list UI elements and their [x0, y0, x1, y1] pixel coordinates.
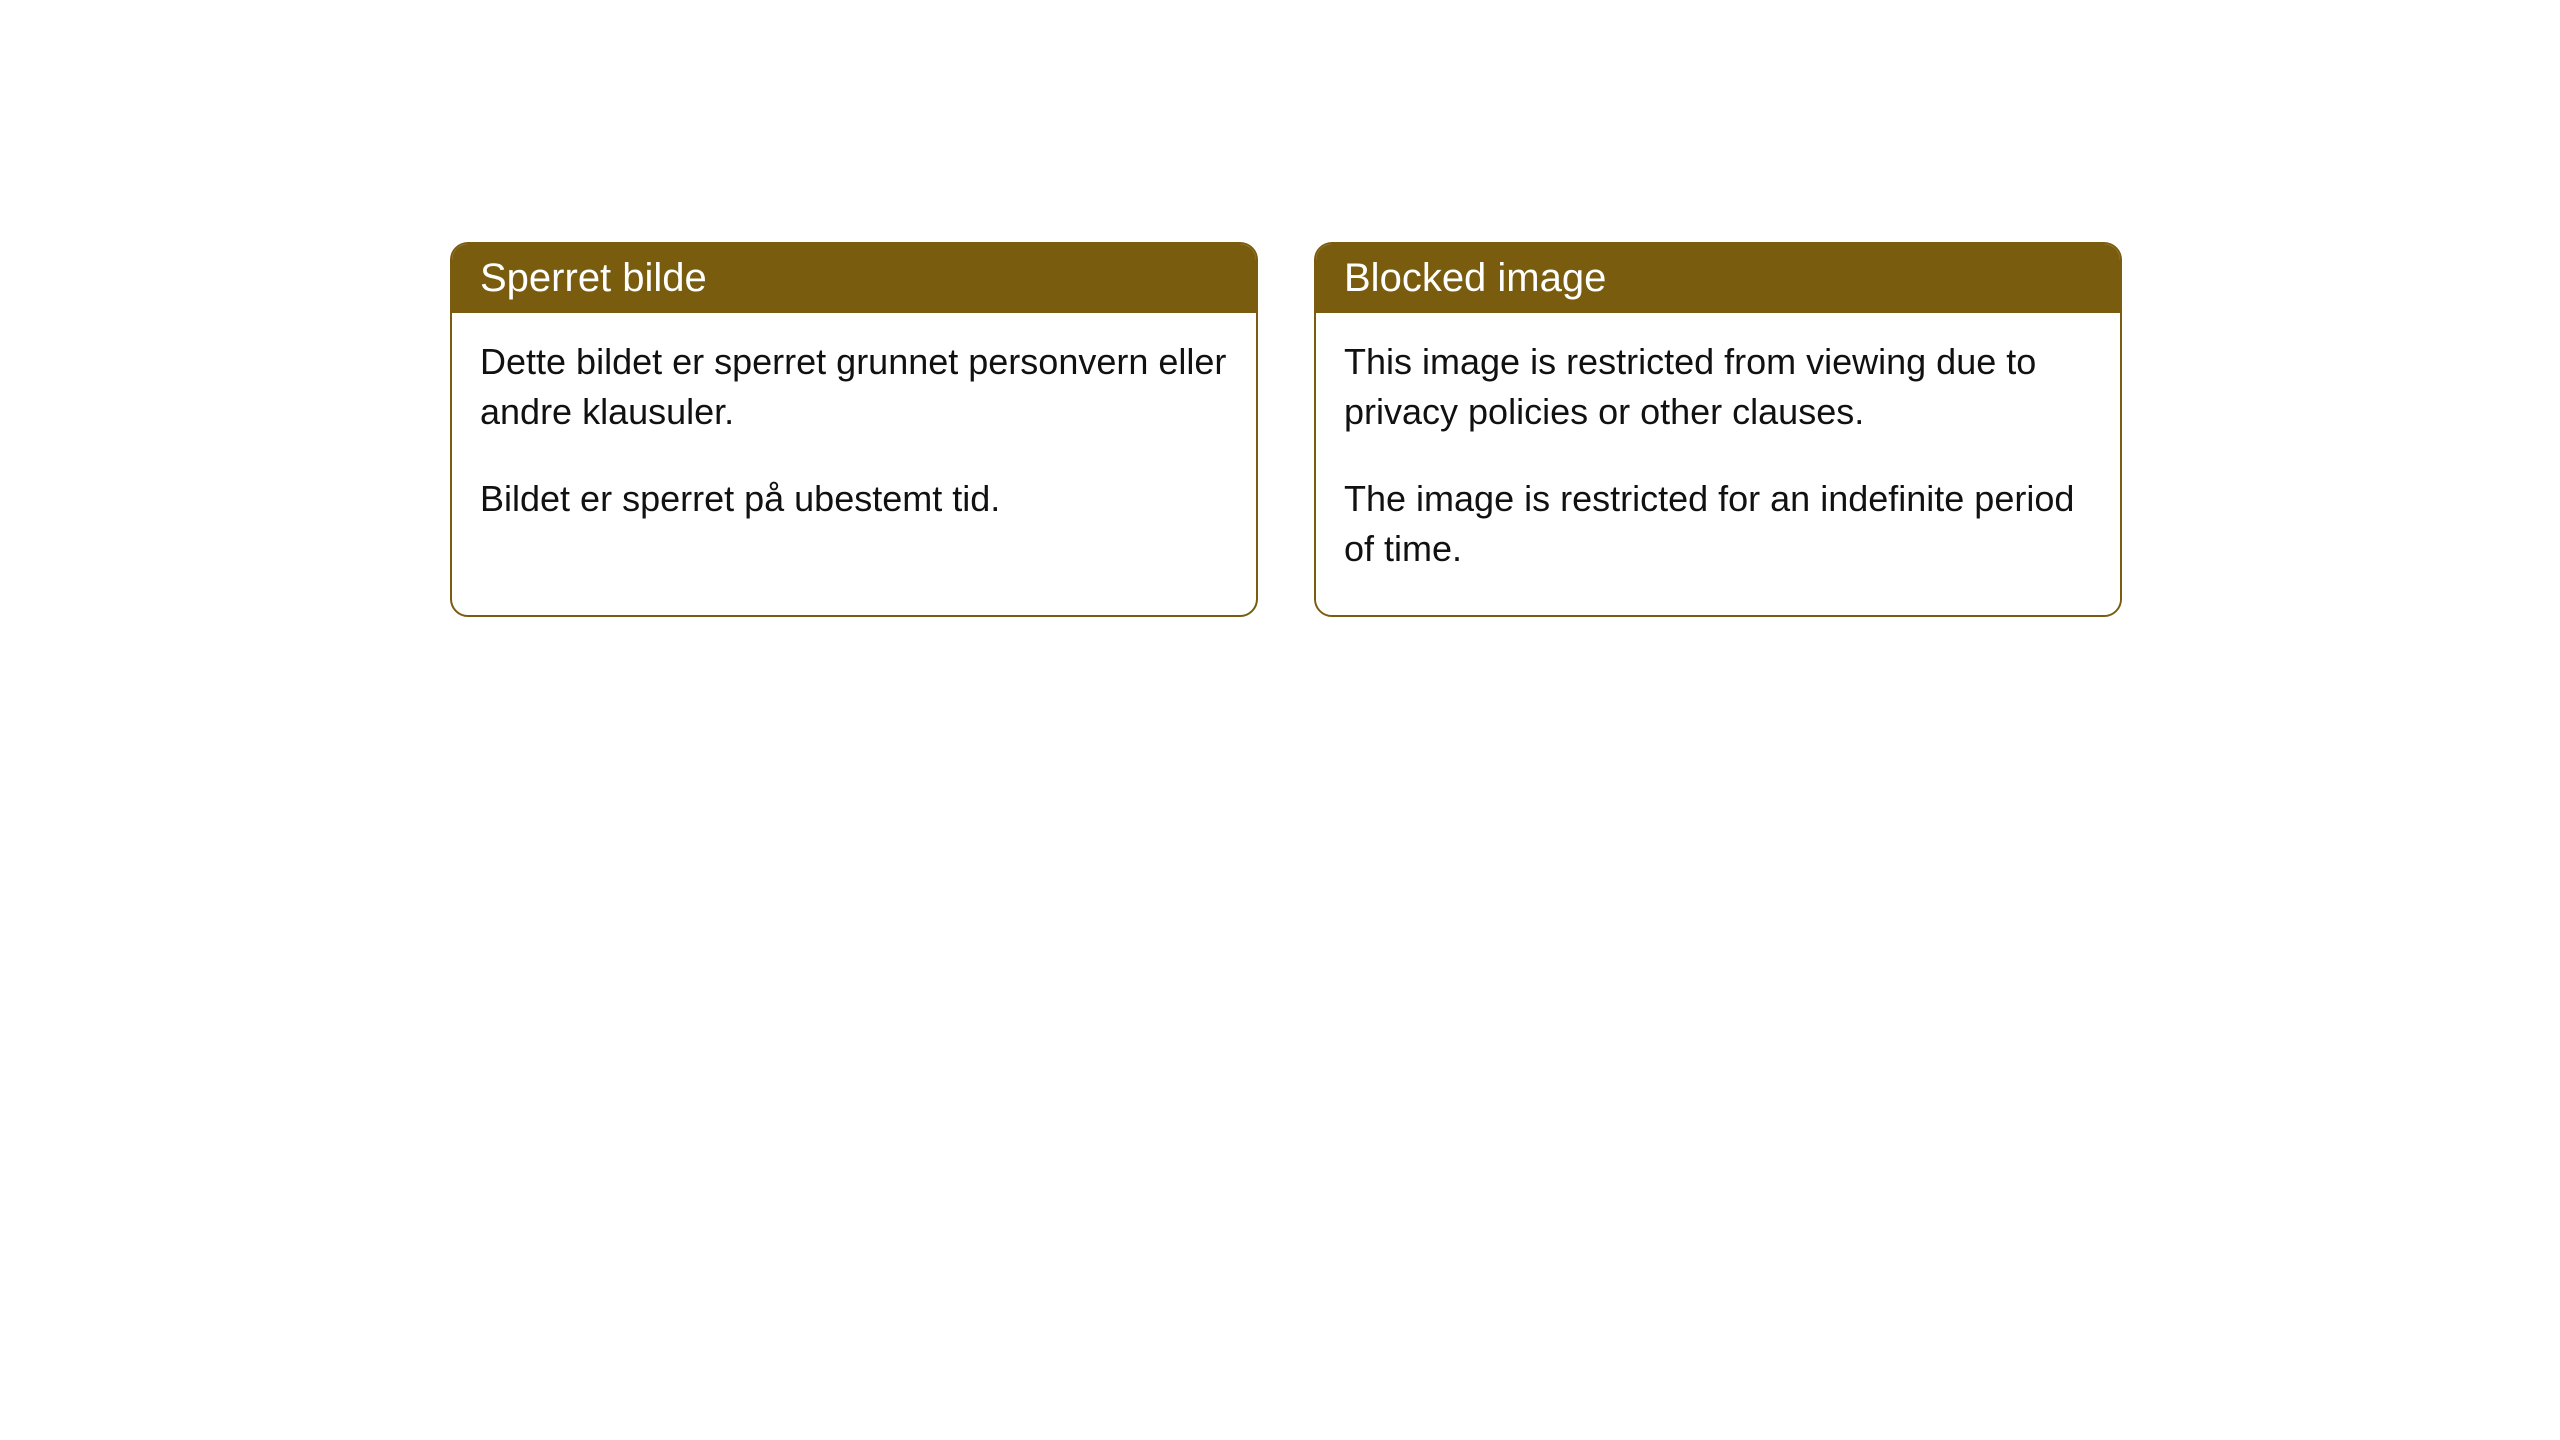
notice-card-english: Blocked image This image is restricted f…	[1314, 242, 2122, 617]
card-paragraph-1: This image is restricted from viewing du…	[1344, 337, 2092, 438]
notice-cards-container: Sperret bilde Dette bildet er sperret gr…	[450, 242, 2560, 617]
card-paragraph-1: Dette bildet er sperret grunnet personve…	[480, 337, 1228, 438]
card-body: This image is restricted from viewing du…	[1316, 313, 2120, 615]
card-header: Sperret bilde	[452, 244, 1256, 313]
notice-card-norwegian: Sperret bilde Dette bildet er sperret gr…	[450, 242, 1258, 617]
card-header: Blocked image	[1316, 244, 2120, 313]
card-paragraph-2: The image is restricted for an indefinit…	[1344, 474, 2092, 575]
card-paragraph-2: Bildet er sperret på ubestemt tid.	[480, 474, 1228, 524]
card-body: Dette bildet er sperret grunnet personve…	[452, 313, 1256, 564]
